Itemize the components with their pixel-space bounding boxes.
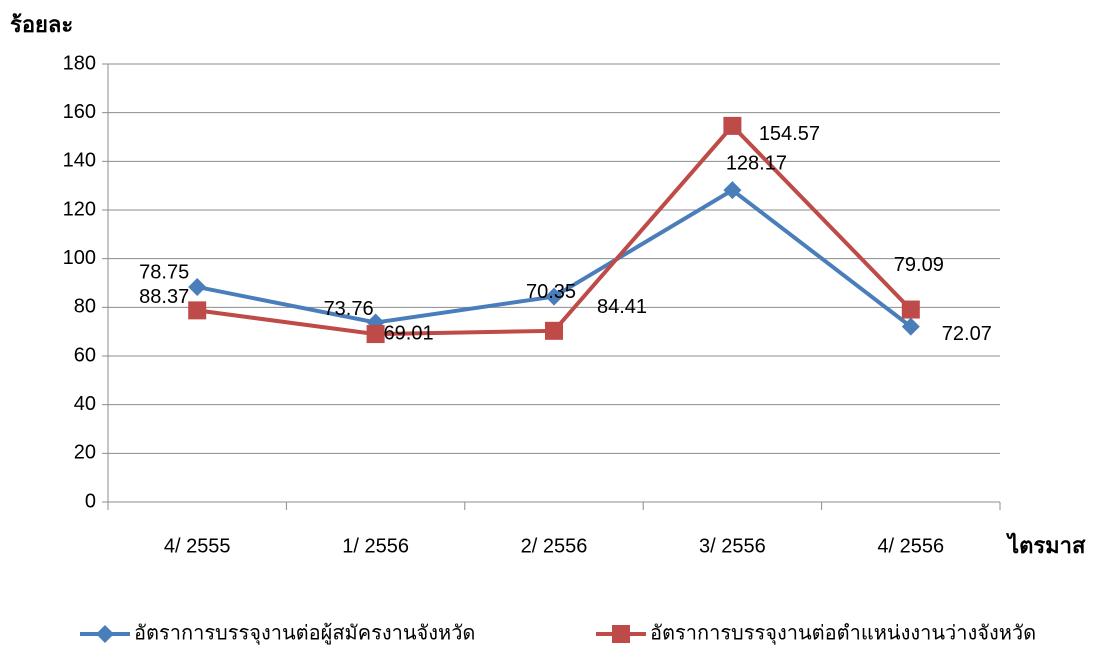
point-marker — [366, 325, 385, 344]
point-marker — [545, 287, 563, 306]
x-tick-label: 4/ 2555 — [164, 535, 231, 557]
x-tick-label: 3/ 2556 — [699, 535, 766, 557]
x-tick-label: 1/ 2556 — [342, 535, 409, 557]
data-label: 72.07 — [942, 323, 992, 345]
legend-label: อัตราการบรรจุงานต่อตำแหน่งงานว่างจังหวัด — [650, 622, 1036, 645]
y-tick-label: 160 — [63, 101, 96, 123]
y-tick-label: 100 — [63, 247, 96, 269]
legend-marker — [96, 625, 114, 643]
y-tick-label: 120 — [63, 198, 96, 220]
point-marker — [188, 277, 207, 296]
y-tick-label: 40 — [74, 393, 96, 415]
data-label: 79.09 — [894, 254, 944, 276]
data-label: 154.57 — [759, 123, 820, 145]
y-tick-label: 20 — [74, 442, 96, 464]
y-axis-label: ร้อยละ — [10, 12, 73, 37]
x-tick-label: 2/ 2556 — [521, 535, 588, 557]
point-marker — [188, 301, 207, 320]
data-label: 70.35 — [526, 281, 576, 303]
point-marker — [723, 181, 742, 200]
y-tick-label: 180 — [63, 52, 96, 74]
legend-marker — [612, 625, 630, 643]
data-label: 73.76 — [324, 298, 374, 320]
y-tick-label: 140 — [63, 150, 96, 172]
data-label: 69.01 — [384, 322, 434, 344]
point-marker — [545, 321, 563, 340]
point-marker — [901, 317, 920, 336]
point-marker — [901, 300, 920, 319]
x-axis-label: ไตรมาส — [1006, 532, 1086, 558]
point-marker — [723, 116, 742, 135]
data-label: 88.37 — [139, 286, 189, 308]
x-tick-label: 4/ 2556 — [877, 535, 944, 557]
y-tick-label: 80 — [74, 296, 96, 318]
y-tick-label: 0 — [85, 490, 96, 512]
y-tick-label: 60 — [74, 344, 96, 366]
legend-label: อัตราการบรรจุงานต่อผู้สมัครงานจังหวัด — [134, 622, 475, 645]
data-label: 84.41 — [597, 296, 647, 318]
data-label: 78.75 — [139, 262, 189, 284]
data-label: 128.17 — [726, 152, 787, 174]
